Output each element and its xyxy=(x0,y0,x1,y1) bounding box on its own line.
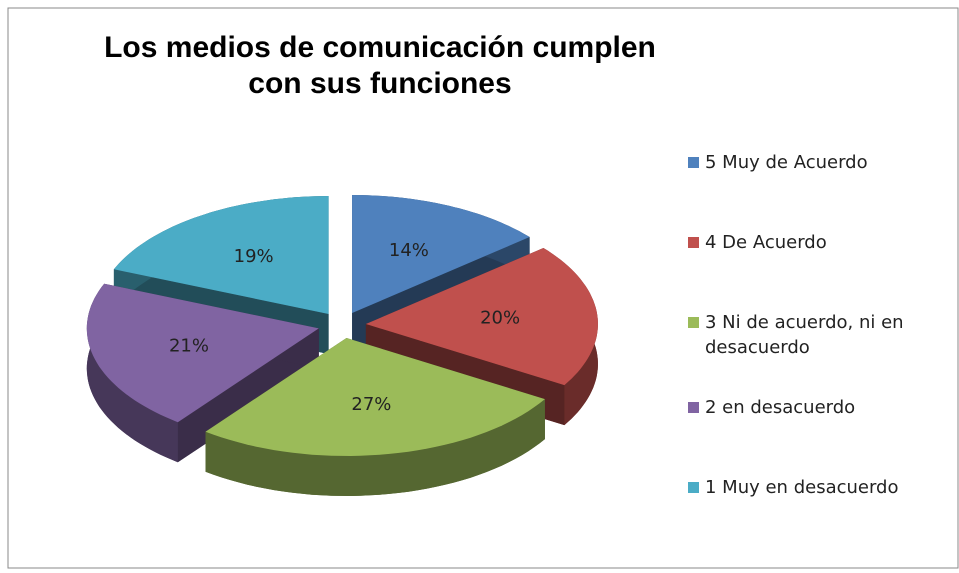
slice-top xyxy=(352,195,530,313)
slice-top xyxy=(113,196,329,314)
data-label: 14% xyxy=(389,240,429,261)
legend-label: 5 Muy de Acuerdo xyxy=(705,152,868,173)
slice-wall xyxy=(86,283,178,463)
legend-swatch xyxy=(688,237,699,248)
data-label: 27% xyxy=(351,394,391,415)
slice: 27% xyxy=(205,338,545,496)
slice-top xyxy=(205,338,545,456)
legend-swatch xyxy=(688,317,699,328)
slice-top xyxy=(86,283,319,423)
legend-swatch xyxy=(688,482,699,493)
data-label: 19% xyxy=(234,246,274,267)
data-label: 21% xyxy=(169,335,209,356)
data-label: 20% xyxy=(480,308,520,329)
slice-top xyxy=(365,248,598,386)
legend-label: 4 De Acuerdo xyxy=(705,232,827,253)
legend-label: 3 Ni de acuerdo, ni en desacuerdo xyxy=(705,312,904,358)
legend-label: 1 Muy en desacuerdo xyxy=(705,477,899,498)
legend-item: 5 Muy de Acuerdo xyxy=(688,150,868,175)
legend-item: 4 De Acuerdo xyxy=(688,230,827,255)
legend-swatch xyxy=(688,157,699,168)
legend-item: 1 Muy en desacuerdo xyxy=(688,475,899,500)
chart-title: Los medios de comunicación cumplen con s… xyxy=(104,31,656,100)
slice-wall xyxy=(205,399,545,496)
legend-swatch xyxy=(688,402,699,413)
chart-border xyxy=(7,7,959,569)
legend-item: 2 en desacuerdo xyxy=(688,395,855,420)
legend-item: 3 Ni de acuerdo, ni en desacuerdo xyxy=(688,310,953,360)
legend-label: 2 en desacuerdo xyxy=(705,397,856,418)
